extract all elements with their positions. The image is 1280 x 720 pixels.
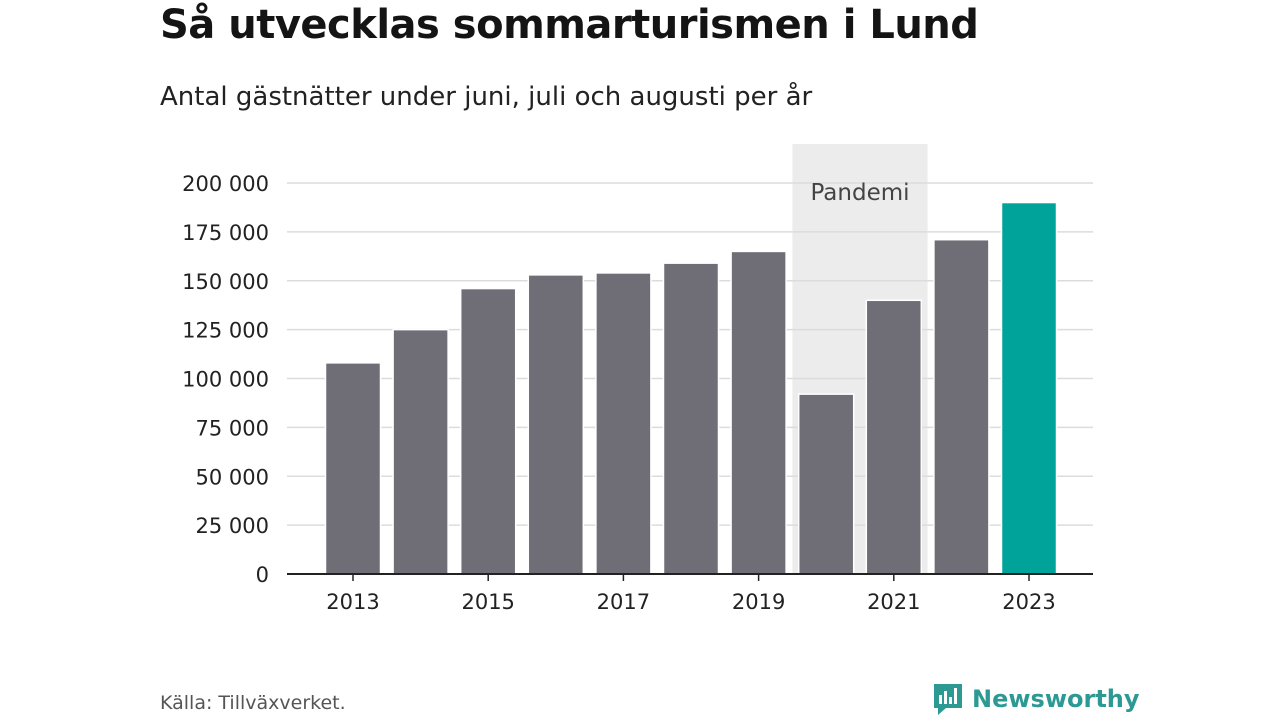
x-tick-label: 2013 bbox=[326, 590, 379, 614]
bar-2023 bbox=[1000, 201, 1058, 575]
bar-2014 bbox=[392, 328, 449, 575]
source-note: Källa: Tillväxverket. bbox=[160, 692, 346, 714]
bar-2019 bbox=[730, 250, 787, 575]
x-tick-label: 2019 bbox=[732, 590, 785, 614]
bar-2015 bbox=[459, 287, 517, 575]
bar-2022 bbox=[933, 238, 990, 575]
y-tick-label: 125 000 bbox=[182, 319, 269, 343]
chart-subtitle: Antal gästnätter under juni, juli och au… bbox=[160, 82, 813, 112]
bar-2013 bbox=[324, 362, 382, 575]
chart-title: Så utvecklas sommarturismen i Lund bbox=[160, 2, 979, 48]
x-tick-label: 2023 bbox=[1002, 590, 1055, 614]
y-tick-label: 0 bbox=[256, 563, 269, 587]
x-tick-label: 2015 bbox=[461, 590, 514, 614]
y-tick-label: 175 000 bbox=[182, 221, 269, 245]
bar-2020 bbox=[797, 393, 855, 575]
newsworthy-logo-icon bbox=[934, 684, 962, 715]
bar-2021 bbox=[865, 299, 923, 575]
x-tick-label: 2021 bbox=[867, 590, 920, 614]
y-tick-label: 200 000 bbox=[182, 172, 269, 196]
bar-chart: 0 25 000 50 000 75 000 100 000 125 000 150 000… bbox=[182, 144, 1093, 614]
bar-2017 bbox=[595, 272, 652, 575]
bar-2016 bbox=[527, 274, 585, 575]
brand-name: Newsworthy bbox=[972, 685, 1140, 713]
pandemic-label: Pandemi bbox=[810, 180, 909, 206]
y-tick-label: 75 000 bbox=[196, 416, 269, 440]
y-tick-label: 25 000 bbox=[196, 514, 269, 538]
y-tick-label: 150 000 bbox=[182, 270, 269, 294]
bar-2018 bbox=[662, 262, 720, 575]
brand-logo: Newsworthy bbox=[932, 682, 1140, 716]
x-tick-label: 2017 bbox=[597, 590, 650, 614]
y-tick-label: 100 000 bbox=[182, 368, 269, 392]
y-tick-label: 50 000 bbox=[196, 465, 269, 489]
